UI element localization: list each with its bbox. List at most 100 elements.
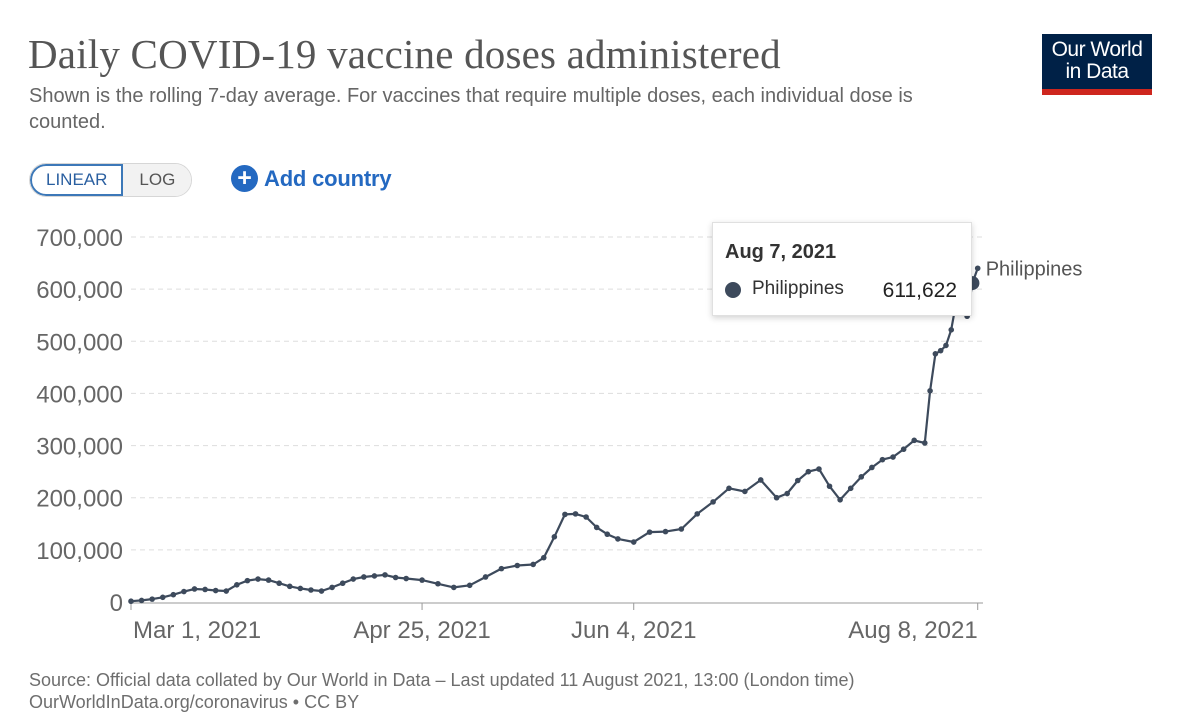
data-point[interactable] (630, 539, 637, 545)
data-point[interactable] (551, 534, 558, 540)
data-point[interactable] (948, 327, 955, 333)
data-point[interactable] (794, 477, 801, 484)
tooltip-country: Philippines (752, 278, 844, 299)
data-point[interactable] (530, 561, 536, 568)
data-point[interactable] (615, 536, 621, 542)
data-point[interactable] (451, 584, 457, 591)
data-point[interactable] (498, 565, 505, 572)
y-tick-label: 300,000 (36, 434, 123, 461)
data-point[interactable] (784, 490, 790, 497)
data-point[interactable] (562, 511, 568, 518)
y-tick-label: 200,000 (36, 486, 123, 513)
data-point[interactable] (890, 454, 896, 460)
data-point[interactable] (937, 347, 944, 354)
data-point[interactable] (371, 573, 378, 579)
data-point[interactable] (392, 574, 399, 581)
data-point[interactable] (757, 477, 764, 483)
data-point[interactable] (329, 584, 335, 591)
data-point[interactable] (742, 488, 748, 495)
data-point[interactable] (466, 582, 473, 589)
data-point[interactable] (646, 529, 653, 535)
tooltip-series-dot (725, 282, 741, 298)
data-point[interactable] (191, 586, 198, 592)
data-point[interactable] (212, 587, 219, 594)
data-point[interactable] (514, 562, 521, 569)
x-tick-label: Apr 25, 2021 (353, 617, 490, 644)
data-point[interactable] (726, 485, 732, 492)
data-point[interactable] (921, 440, 928, 446)
data-point[interactable] (482, 574, 489, 580)
data-point[interactable] (604, 531, 611, 538)
data-point[interactable] (159, 594, 166, 601)
data-point[interactable] (593, 524, 600, 531)
data-point[interactable] (869, 464, 875, 471)
data-point[interactable] (826, 483, 833, 490)
data-point[interactable] (662, 528, 669, 535)
data-point[interactable] (847, 485, 854, 492)
data-point[interactable] (170, 591, 177, 598)
log-scale-button[interactable]: LOG (123, 164, 192, 196)
x-tick-label: Mar 1, 2021 (133, 617, 261, 644)
data-point[interactable] (244, 577, 251, 584)
data-point[interactable] (234, 581, 240, 588)
data-point[interactable] (202, 586, 208, 593)
data-point[interactable] (403, 575, 409, 582)
data-point[interactable] (974, 265, 981, 272)
source-note: Source: Official data collated by Our Wo… (29, 669, 855, 713)
data-point[interactable] (419, 577, 425, 583)
data-point[interactable] (223, 588, 230, 594)
data-point[interactable] (879, 456, 886, 463)
x-tick-label: Aug 8, 2021 (848, 617, 977, 644)
data-point[interactable] (911, 437, 918, 444)
data-point[interactable] (149, 596, 155, 602)
data-point[interactable] (900, 446, 907, 453)
data-point[interactable] (128, 598, 134, 605)
owid-logo[interactable]: Our World in Data (1042, 34, 1152, 95)
data-point[interactable] (181, 588, 187, 595)
data-point[interactable] (710, 499, 716, 505)
data-point[interactable] (265, 577, 272, 583)
data-point[interactable] (297, 585, 304, 592)
data-point[interactable] (837, 497, 843, 503)
tooltip-date: Aug 7, 2021 (725, 241, 837, 263)
grid-lines (131, 236, 983, 551)
data-point[interactable] (816, 466, 822, 472)
source-line-1: Source: Official data collated by Our Wo… (29, 670, 855, 690)
data-point[interactable] (805, 468, 812, 475)
linear-scale-button[interactable]: LINEAR (30, 164, 124, 196)
data-point[interactable] (308, 587, 314, 593)
y-tick-label: 600,000 (36, 277, 123, 304)
y-tick-label: 700,000 (36, 225, 123, 252)
data-point[interactable] (350, 576, 357, 582)
add-country-label: Add country (264, 165, 392, 191)
scale-toggle: LINEAR LOG (29, 163, 193, 197)
add-country-button[interactable]: + Add country (231, 165, 392, 192)
chart-subtitle: Shown is the rolling 7-day average. For … (29, 85, 913, 133)
data-point[interactable] (932, 351, 939, 357)
chart-title: Daily COVID-19 vaccine doses administere… (28, 31, 781, 77)
data-point[interactable] (927, 388, 933, 394)
y-tick-label: 400,000 (36, 381, 123, 408)
data-point[interactable] (583, 514, 589, 520)
data-point[interactable] (540, 554, 547, 561)
data-point[interactable] (943, 342, 949, 349)
data-point[interactable] (361, 574, 367, 580)
data-point[interactable] (286, 583, 293, 590)
data-point[interactable] (435, 580, 441, 587)
data-point[interactable] (694, 511, 701, 517)
source-line-2[interactable]: OurWorldInData.org/coronavirus • CC BY (29, 692, 360, 712)
data-point[interactable] (276, 580, 282, 587)
data-point[interactable] (318, 588, 325, 594)
data-point[interactable] (773, 494, 780, 501)
data-point[interactable] (382, 572, 388, 578)
data-point[interactable] (572, 511, 579, 517)
data-point[interactable] (138, 597, 145, 604)
series-labels: Philippines (986, 258, 1083, 280)
plus-circle-icon: + (231, 165, 258, 192)
data-point[interactable] (255, 576, 261, 582)
data-point[interactable] (339, 580, 346, 587)
logo-line-1: Our World (1051, 38, 1143, 61)
data-point[interactable] (858, 474, 865, 480)
data-point[interactable] (678, 526, 685, 532)
